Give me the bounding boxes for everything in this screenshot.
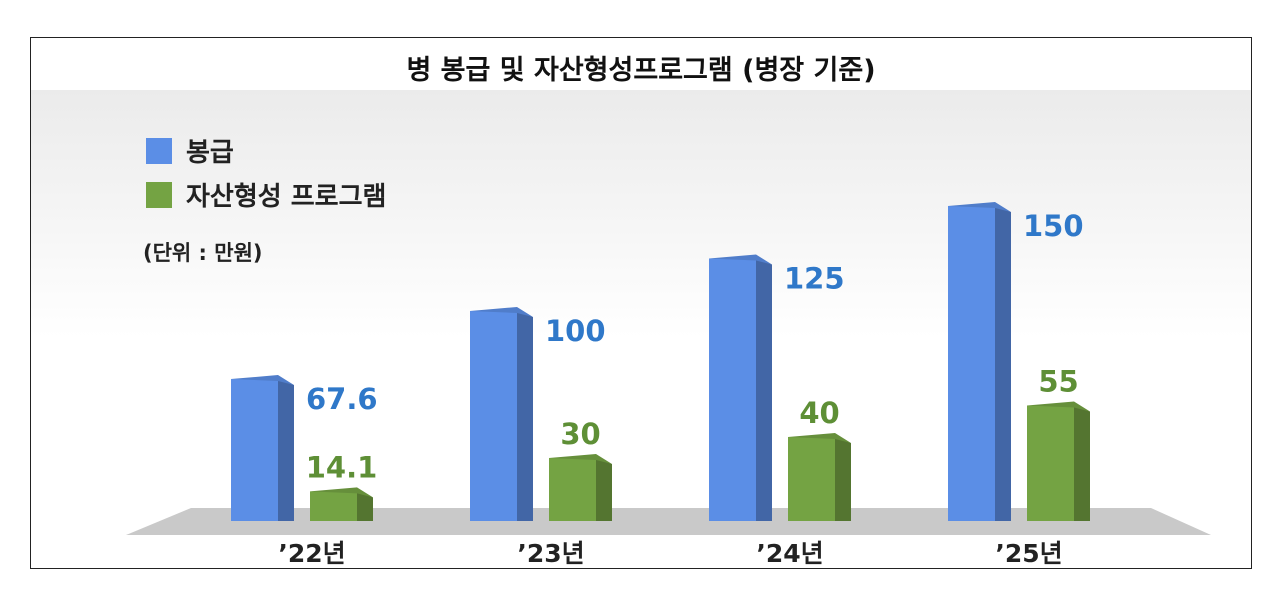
- legend-label-asset-program: 자산형성 프로그램: [186, 182, 387, 212]
- value-label-salary-0: 67.6: [306, 382, 378, 416]
- value-label-asset-2: 40: [799, 396, 839, 430]
- value-label-salary-2: 125: [784, 262, 845, 296]
- bar-asset-3: [1027, 401, 1090, 521]
- bar-asset-0: [310, 487, 373, 521]
- bar-chart: 67.6 14.1 ’22년 100 30 ’23년 125 40 ’24년 150 55 ’25년: [126, 202, 1211, 567]
- value-label-asset-3: 55: [1038, 365, 1078, 399]
- value-label-salary-1: 100: [545, 314, 606, 348]
- legend-label-salary: 봉급: [186, 138, 234, 168]
- x-tick-label-1: ’23년: [517, 539, 584, 567]
- chart-frame: 병 봉급 및 자산형성프로그램 (병장 기준) 봉급 자산형성 프로그램 (단위…: [30, 37, 1252, 569]
- legend-swatch-asset-program: [146, 181, 172, 208]
- legend-swatch-salary: [146, 137, 172, 164]
- x-tick-label-0: ’22년: [278, 539, 345, 567]
- chart-floor: [126, 508, 1211, 535]
- bar-salary-0: [231, 375, 294, 521]
- bar-asset-1: [549, 454, 612, 521]
- chart-title: 병 봉급 및 자산형성프로그램 (병장 기준): [406, 55, 876, 86]
- value-label-salary-3: 150: [1023, 209, 1084, 243]
- bar-salary-2: [709, 254, 772, 521]
- x-tick-label-2: ’24년: [756, 539, 823, 567]
- unit-note: (단위 : 만원): [143, 241, 263, 265]
- bar-salary-3: [948, 202, 1011, 521]
- bar-salary-1: [470, 307, 533, 521]
- value-label-asset-0: 14.1: [306, 450, 378, 484]
- legend-item-salary: 봉급: [146, 132, 234, 169]
- value-label-asset-1: 30: [560, 417, 600, 451]
- bar-asset-2: [788, 433, 851, 521]
- legend-item-asset-program: 자산형성 프로그램: [146, 176, 386, 213]
- x-tick-label-3: ’25년: [995, 539, 1062, 567]
